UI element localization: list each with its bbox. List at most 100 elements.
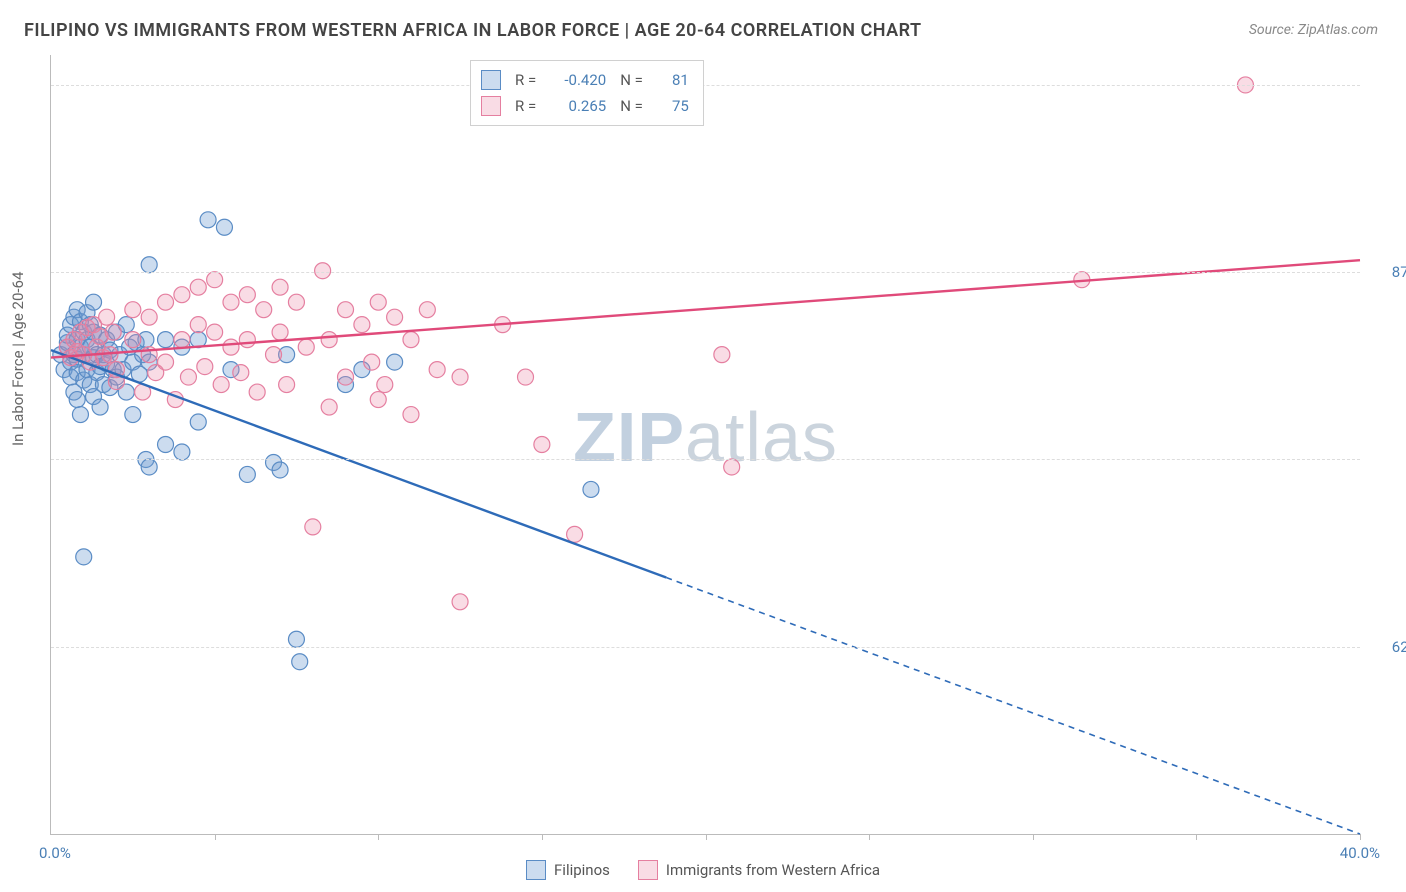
legend-label: Immigrants from Western Africa [666, 861, 880, 879]
data-point [92, 399, 108, 415]
legend-item: Filipinos [526, 860, 610, 880]
data-point [141, 459, 157, 475]
source-attribution: Source: ZipAtlas.com [1249, 22, 1378, 38]
data-point [72, 407, 88, 423]
data-point [233, 365, 249, 381]
legend-item: Immigrants from Western Africa [638, 860, 880, 880]
data-point [69, 392, 85, 408]
data-point [370, 294, 386, 310]
stat-label-n: N = [620, 67, 643, 93]
data-point [200, 212, 216, 228]
legend-stat-row: R =0.265N =75 [481, 93, 689, 119]
legend-series: Filipinos Immigrants from Western Africa [526, 860, 880, 880]
data-point [403, 407, 419, 423]
data-point [315, 263, 331, 279]
data-point [583, 481, 599, 497]
data-point [141, 309, 157, 325]
gridline [51, 272, 1360, 273]
gridline [51, 647, 1360, 648]
data-point [158, 332, 174, 348]
data-point [105, 324, 121, 340]
data-point [99, 309, 115, 325]
data-point [197, 359, 213, 375]
data-point [256, 302, 272, 318]
data-point [364, 354, 380, 370]
data-point [213, 377, 229, 393]
stat-value-r: 0.265 [546, 93, 606, 119]
data-point [266, 347, 282, 363]
data-point [338, 369, 354, 385]
regression-line-extrapolated [666, 578, 1360, 834]
x-tick [706, 834, 707, 840]
data-point [141, 257, 157, 273]
data-point [377, 377, 393, 393]
x-tick [378, 834, 379, 840]
data-point [724, 459, 740, 475]
regression-line [51, 260, 1360, 357]
data-point [190, 414, 206, 430]
data-point [272, 462, 288, 478]
data-point [298, 339, 314, 355]
data-point [239, 287, 255, 303]
data-point [249, 384, 265, 400]
data-point [534, 437, 550, 453]
x-tick [542, 834, 543, 840]
plot-svg [51, 55, 1360, 834]
data-point [338, 302, 354, 318]
x-tick [869, 834, 870, 840]
data-point [223, 339, 239, 355]
data-point [321, 332, 337, 348]
x-tick [1033, 834, 1034, 840]
data-point [158, 294, 174, 310]
legend-swatch [638, 860, 658, 880]
data-point [158, 437, 174, 453]
data-point [174, 287, 190, 303]
data-point [207, 324, 223, 340]
data-point [288, 631, 304, 647]
data-point [292, 654, 308, 670]
data-point [174, 444, 190, 460]
x-tick-label: 40.0% [1340, 844, 1380, 862]
data-point [239, 466, 255, 482]
y-tick-label: 87.5% [1368, 263, 1406, 281]
x-tick [1360, 834, 1361, 840]
legend-swatch [526, 860, 546, 880]
legend-label: Filipinos [554, 861, 610, 879]
data-point [216, 219, 232, 235]
stat-value-n: 75 [653, 93, 689, 119]
data-point [76, 549, 92, 565]
stat-value-r: -0.420 [546, 67, 606, 93]
data-point [125, 407, 141, 423]
legend-swatch [481, 96, 501, 116]
data-point [158, 354, 174, 370]
data-point [125, 332, 141, 348]
data-point [429, 362, 445, 378]
legend-swatch [481, 70, 501, 90]
gridline [51, 85, 1360, 86]
data-point [452, 594, 468, 610]
gridline [51, 459, 1360, 460]
stat-label-r: R = [515, 93, 536, 119]
data-point [272, 324, 288, 340]
data-point [86, 294, 102, 310]
data-point [223, 294, 239, 310]
data-point [518, 369, 534, 385]
data-point [387, 309, 403, 325]
data-point [567, 526, 583, 542]
chart-title: FILIPINO VS IMMIGRANTS FROM WESTERN AFRI… [24, 20, 922, 41]
x-tick [215, 834, 216, 840]
data-point [174, 332, 190, 348]
data-point [190, 279, 206, 295]
data-point [239, 332, 255, 348]
y-axis-label: In Labor Force | Age 20-64 [9, 272, 27, 446]
x-tick-label: 0.0% [39, 844, 71, 862]
data-point [714, 347, 730, 363]
scatter-plot: ZIPatlas 62.5%87.5%0.0%40.0% [50, 55, 1360, 835]
legend-correlation-stats: R =-0.420N =81R =0.265N =75 [470, 60, 704, 126]
data-point [387, 354, 403, 370]
y-tick-label: 62.5% [1368, 638, 1406, 656]
data-point [279, 377, 295, 393]
data-point [288, 294, 304, 310]
data-point [125, 302, 141, 318]
data-point [321, 399, 337, 415]
